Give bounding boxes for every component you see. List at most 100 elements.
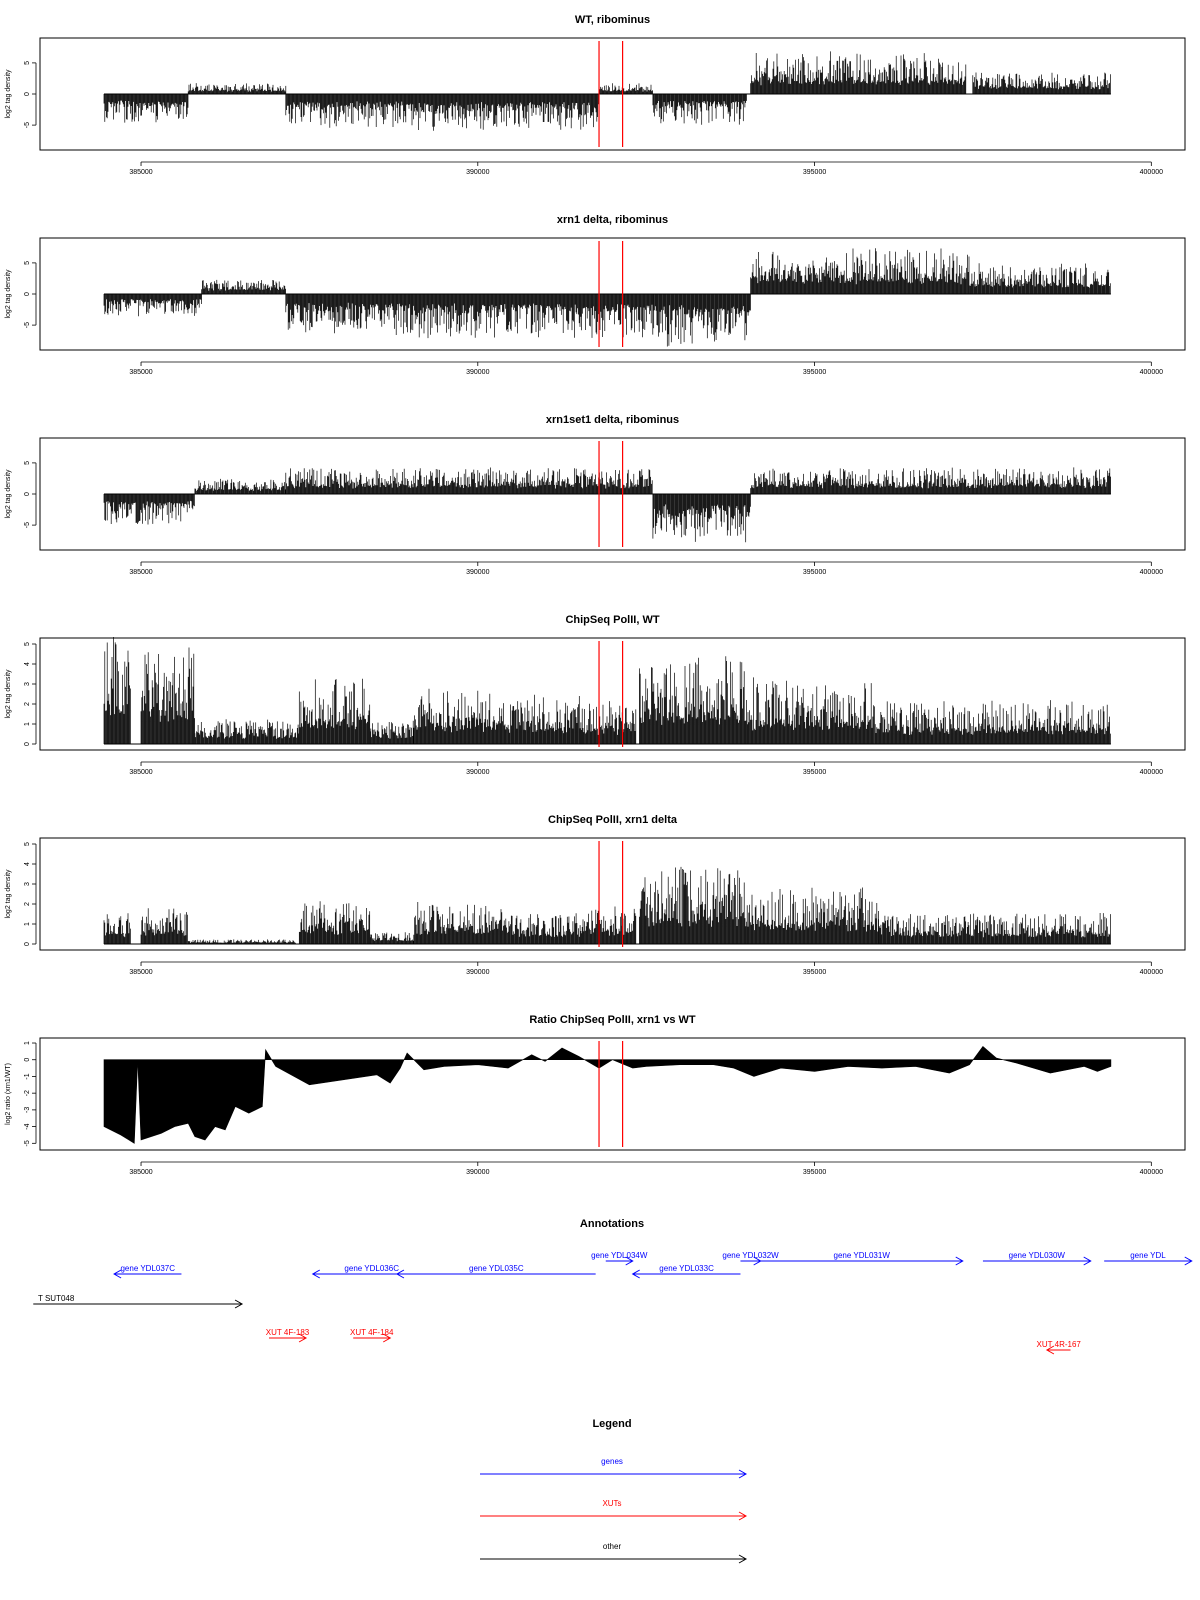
x-tick-label: 400000 <box>1140 369 1163 376</box>
y-tick-label: 4 <box>24 862 31 866</box>
x-tick-label: 395000 <box>803 169 826 176</box>
signal-region-6 <box>413 688 508 744</box>
signal-region-2 <box>201 279 286 294</box>
y-axis: 0 1 2 3 4 5 <box>24 842 37 946</box>
signal-bars <box>639 656 747 744</box>
annotation-label: gene YDL037C <box>120 1264 175 1273</box>
signal-bars <box>410 94 599 131</box>
signal-bars <box>746 887 879 944</box>
x-tick-label: 385000 <box>129 169 152 176</box>
signal-region-9 <box>639 866 747 944</box>
x-axis: 385000 390000 395000 400000 <box>129 561 1163 576</box>
x-tick-label: 390000 <box>466 169 489 176</box>
annotation-feature: gene YDL032W <box>722 1251 779 1266</box>
annotation-label: gene YDL033C <box>659 1264 714 1273</box>
arrow-head <box>234 1299 244 1309</box>
signal-bars <box>187 939 296 944</box>
annotations-track: Annotations gene YDL037C gene YDL036C gene… <box>33 1218 1193 1355</box>
x-axis: 385000 390000 395000 400000 <box>129 961 1163 976</box>
annotation-label: XUT 4F-183 <box>266 1328 310 1337</box>
annotation-label: T SUT048 <box>38 1294 75 1303</box>
panel-data <box>103 248 1111 347</box>
signal-bars <box>103 913 131 944</box>
y-axis-label: log2 tag density <box>5 269 12 319</box>
signal-bars <box>972 72 1111 94</box>
arrow-head <box>113 1269 122 1279</box>
x-tick-label: 400000 <box>1140 1169 1163 1176</box>
annotation-feature: T SUT048 <box>33 1294 244 1309</box>
signal-bars <box>103 637 131 744</box>
y-axis-label: log2 tag density <box>5 69 12 119</box>
y-tick-label: -5 <box>24 322 31 328</box>
x-tick-label: 385000 <box>129 1169 152 1176</box>
signal-region-3 <box>194 719 300 744</box>
annotation-feature: gene YDL031W <box>760 1251 964 1266</box>
ratio-area <box>103 1045 1112 1144</box>
y-tick-label: -2 <box>24 1090 31 1096</box>
plot-frame <box>39 837 1186 951</box>
plot-frame <box>39 437 1186 551</box>
signal-bars <box>103 294 202 317</box>
y-tick-label: 2 <box>24 902 31 906</box>
panel-2: xrn1 delta, ribominus 385000 390000 395000 4… <box>5 214 1186 376</box>
y-tick-label: 2 <box>24 702 31 706</box>
annotation-label: gene YDL030W <box>1009 1251 1066 1260</box>
legend: Legend genes XUTs other <box>480 1418 748 1564</box>
annotation-feature: gene YDL034W <box>591 1251 648 1266</box>
signal-bars <box>103 94 189 123</box>
signal-bars <box>413 688 508 744</box>
arrow-head <box>1184 1256 1193 1266</box>
y-axis-label: log2 tag density <box>5 469 12 519</box>
signal-bars <box>969 263 1111 294</box>
y-axis: 0 1 2 3 4 5 <box>24 642 37 746</box>
signal-bars <box>285 294 411 335</box>
signal-bars <box>746 677 875 744</box>
signal-region-3 <box>285 94 411 128</box>
y-tick-label: 1 <box>24 722 31 726</box>
signal-bars <box>652 494 751 543</box>
signal-region-7 <box>750 51 967 94</box>
signal-bars <box>194 478 286 494</box>
signal-bars <box>639 866 747 944</box>
plot-frame <box>39 1037 1186 1151</box>
plot-frame <box>39 237 1186 351</box>
annotation-label: gene YDL034W <box>591 1251 648 1260</box>
arrow-head <box>1045 1345 1055 1355</box>
y-axis: -5 0 5 <box>24 461 37 528</box>
x-tick-label: 390000 <box>466 369 489 376</box>
signal-region-4 <box>298 901 371 944</box>
panel-1: WT, ribominus 385000 390000 395000 400000 -5 0… <box>5 14 1186 176</box>
y-axis-label: log2 ratio (xrn1/WT) <box>5 1063 12 1125</box>
arrow-head <box>955 1256 964 1266</box>
panel-6: Ratio ChipSeq PolII, xrn1 vs WT 385000 390… <box>5 1014 1186 1176</box>
legend-arrow <box>480 1469 748 1479</box>
legend-title: Legend <box>592 1418 631 1430</box>
y-tick-label: -5 <box>24 122 31 128</box>
x-tick-label: 395000 <box>803 1169 826 1176</box>
panel-title: WT, ribominus <box>575 14 650 26</box>
signal-bars <box>298 678 371 744</box>
x-tick-label: 400000 <box>1140 969 1163 976</box>
x-tick-label: 395000 <box>803 369 826 376</box>
signal-region-6 <box>750 248 970 294</box>
y-tick-label: 0 <box>24 942 31 946</box>
signal-region-1 <box>103 294 202 317</box>
y-tick-label: 5 <box>24 842 31 846</box>
y-tick-label: 0 <box>24 92 31 96</box>
signal-region-11 <box>878 913 1111 944</box>
legend-label: XUTs <box>602 1499 621 1508</box>
x-axis: 385000 390000 395000 400000 <box>129 1161 1163 1176</box>
legend-label: genes <box>601 1457 623 1466</box>
y-axis: -5 0 5 <box>24 61 37 128</box>
signal-region-7 <box>507 913 583 944</box>
signal-region-1 <box>103 94 189 123</box>
panel-data <box>103 637 1111 745</box>
y-axis-label: log2 tag density <box>5 869 12 919</box>
signal-region-2 <box>140 908 188 944</box>
signal-region-3 <box>187 939 296 944</box>
signal-bars <box>652 294 751 347</box>
signal-bars <box>750 51 967 94</box>
annotation-feature: gene YDL <box>1104 1251 1193 1266</box>
